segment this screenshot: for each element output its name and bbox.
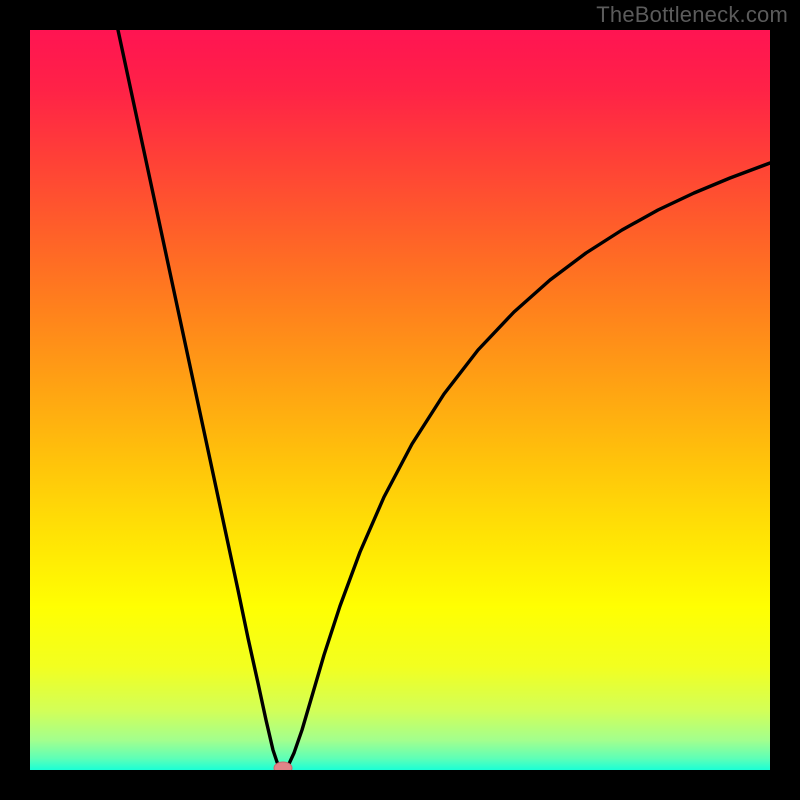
minimum-marker bbox=[274, 762, 292, 770]
bottleneck-chart bbox=[30, 30, 770, 770]
chart-frame: TheBottleneck.com bbox=[0, 0, 800, 800]
chart-svg bbox=[30, 30, 770, 770]
watermark-label: TheBottleneck.com bbox=[596, 2, 788, 28]
